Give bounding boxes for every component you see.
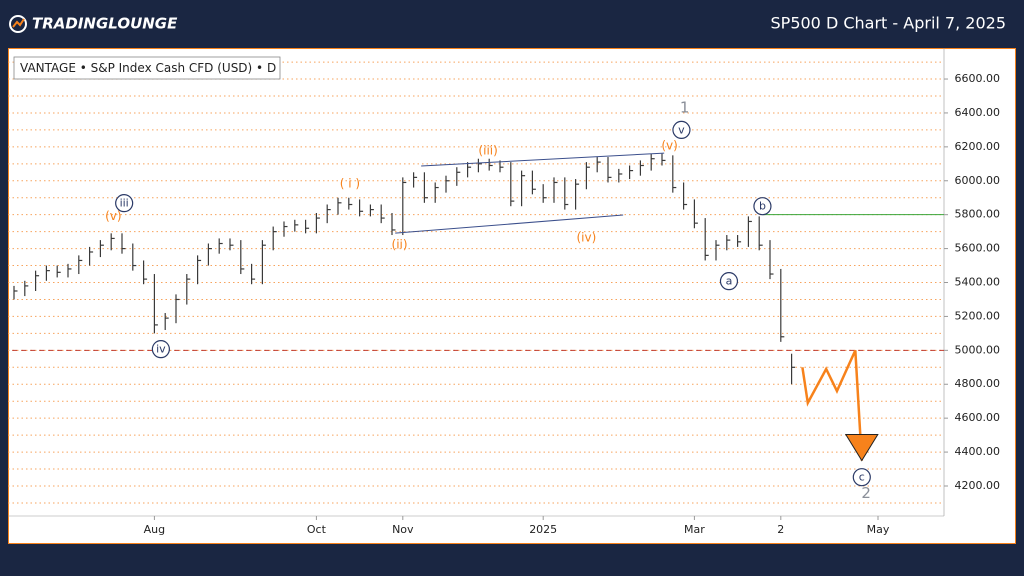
projection-arrow (844, 434, 879, 462)
wave-circle (151, 340, 170, 359)
logo-icon-line (12, 18, 25, 28)
y-tick-label: 4200.00 (955, 479, 1001, 492)
wave-label: (v) (661, 139, 677, 153)
instrument-label: VANTAGE • S&P Index Cash CFD (USD) • D (20, 61, 276, 75)
wave-label: (iii) (478, 144, 497, 158)
wave-label: (v) (105, 209, 121, 223)
logo-icon (9, 15, 27, 33)
wave-label: iv (156, 343, 166, 356)
y-tick-label: 5200.00 (955, 309, 1001, 322)
y-tick-label: 4800.00 (955, 377, 1001, 390)
wave-label: 1 (680, 98, 690, 116)
wave-label: v (678, 123, 685, 136)
y-tick-label: 6000.00 (955, 174, 1001, 187)
logo-text: TRADINGLOUNGE (32, 15, 178, 33)
wave-label: ( i ) (340, 177, 360, 191)
wave-label: b (759, 200, 766, 213)
y-tick-label: 5600.00 (955, 242, 1001, 255)
y-tick-label: 4600.00 (955, 411, 1001, 424)
x-tick-label: Mar (684, 523, 705, 536)
logo: TRADINGLOUNGE (9, 15, 178, 33)
y-tick-label: 5000.00 (955, 343, 1001, 356)
wave-label: (ii) (392, 238, 408, 252)
wave-label: (iv) (576, 231, 596, 245)
wave-circle (753, 197, 772, 216)
y-tick-label: 5800.00 (955, 208, 1001, 221)
x-tick-label: 2 (777, 523, 784, 536)
legend-box (13, 56, 281, 80)
y-tick-label: 6600.00 (955, 72, 1001, 85)
wave-circle (719, 272, 739, 291)
y-tick-label: 6200.00 (955, 140, 1001, 153)
plot-area (9, 152, 944, 462)
y-tick-label: 6400.00 (955, 106, 1001, 119)
wave-circle (115, 194, 134, 213)
y-tick-label: 4400.00 (955, 445, 1001, 458)
wave-label: iii (120, 197, 129, 210)
wave-label: 2 (861, 484, 871, 502)
wave-label: a (726, 275, 733, 288)
trendline (421, 152, 665, 167)
x-tick-label: Aug (144, 523, 165, 536)
x-tick-label: Nov (392, 523, 414, 536)
y-tick-label: 5400.00 (955, 276, 1001, 289)
wave-label: c (859, 471, 865, 484)
projection-path (801, 349, 864, 461)
axes: 4200.00 4400.00 4600.00 4800.00 5000.00 5200.… (105, 72, 1000, 536)
x-tick-label: May (867, 523, 890, 536)
grid (8, 61, 944, 504)
wave-circle (672, 120, 691, 139)
x-tick-label: 2025 (529, 523, 557, 536)
wave-circle (852, 468, 871, 487)
x-tick-label: Oct (307, 523, 327, 536)
chart-title: SP500 D Chart - April 7, 2025 (771, 14, 1006, 33)
trendline (395, 214, 624, 234)
